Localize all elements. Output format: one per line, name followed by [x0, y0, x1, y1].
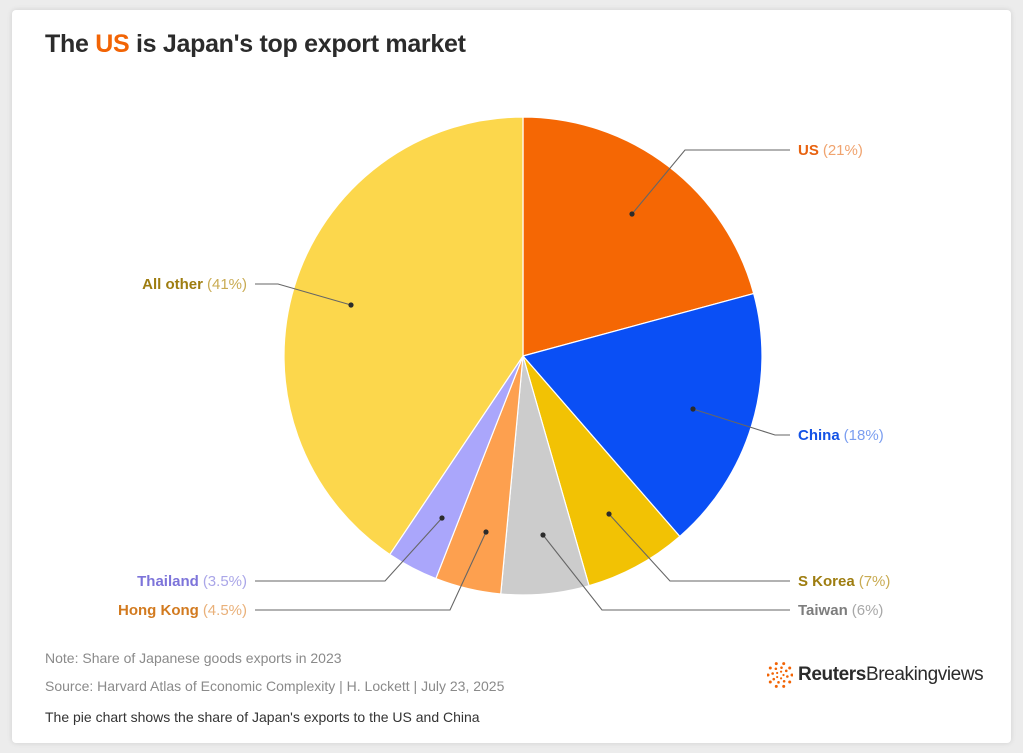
slice-label-name: US: [798, 142, 819, 159]
logo-dot: [788, 666, 792, 670]
logo-dot: [776, 675, 779, 679]
pie-chart: US (21%) China (18%) S Korea (7%) Taiwan (6%) Ho…: [118, 116, 890, 619]
title-before: The: [45, 30, 96, 58]
logo-dot: [777, 681, 780, 684]
logo-dot: [784, 669, 788, 673]
logo-dot: [771, 672, 774, 675]
leader-dot-china: [690, 406, 696, 412]
leader-line-all-other: [255, 283, 352, 306]
title-highlight: US: [95, 30, 130, 58]
slice-label-percent: (7%): [859, 573, 891, 590]
slice-label-taiwan: Taiwan (6%): [798, 602, 883, 619]
slice-label-us: US (21%): [798, 142, 863, 159]
chart-note: Note: Share of Japanese goods exports in…: [45, 650, 342, 666]
chart-source: Source: Harvard Atlas of Economic Comple…: [45, 678, 505, 694]
pie-slice-all-other: [283, 116, 524, 556]
slice-label-percent: (18%): [844, 427, 884, 444]
slice-label-percent: (3.5%): [203, 573, 247, 590]
pie-slice-china: [521, 292, 763, 538]
logo-dot: [774, 662, 778, 666]
slice-label-s-korea: S Korea (7%): [798, 573, 890, 590]
slice-label-name: Taiwan: [798, 602, 848, 619]
logo-dot: [774, 684, 778, 688]
slice-label-percent: (4.5%): [203, 602, 247, 619]
leader-dot-all-other: [348, 302, 354, 308]
logo-dot: [782, 679, 786, 683]
logo-dot: [782, 662, 786, 666]
logo-dot: [772, 677, 776, 681]
logo-dot: [788, 680, 792, 684]
leader-line-hong-kong: [255, 531, 487, 611]
logo-dot: [782, 673, 785, 677]
logo-dot: [780, 666, 783, 669]
brand-logo: Reuters Breakingviews: [767, 662, 984, 688]
logo-dot: [776, 671, 779, 675]
logo-dot: [779, 677, 783, 680]
pie-slice-us: [522, 116, 755, 357]
slice-label-percent: (21%): [823, 142, 863, 159]
leader-line-s-korea: [608, 513, 790, 582]
logo-dot: [768, 680, 772, 684]
slice-label-name: S Korea: [798, 573, 855, 590]
slice-label-name: Hong Kong: [118, 602, 199, 619]
slice-label-thailand: Thailand (3.5%): [137, 573, 247, 590]
slice-label-name: All other: [142, 276, 203, 293]
chart-card: The US is Japan's top export market US (2…: [12, 10, 1011, 743]
brand-name-bold: Reuters: [798, 664, 866, 685]
leader-line-thailand: [255, 517, 443, 582]
reuters-logo-icon: [767, 662, 793, 688]
brand-name-regular: Breakingviews: [865, 664, 984, 685]
leader-dot-thailand: [439, 515, 445, 521]
title-after: is Japan's top export market: [129, 30, 466, 58]
leader-dot-us: [629, 211, 635, 217]
slice-label-china: China (18%): [798, 427, 884, 444]
pie-slice-s-korea: [522, 355, 681, 587]
logo-dot: [768, 666, 772, 670]
leader-line-china: [692, 408, 790, 436]
logo-dot: [779, 670, 783, 673]
chart-caption: The pie chart shows the share of Japan's…: [45, 709, 480, 725]
slice-label-percent: (6%): [852, 602, 884, 619]
leader-dot-taiwan: [540, 532, 546, 538]
leader-dot-s-korea: [606, 511, 612, 517]
chart-title: The US is Japan's top export market: [45, 30, 466, 59]
logo-dot: [767, 673, 770, 677]
leader-dot-hong-kong: [483, 529, 489, 535]
logo-dot: [774, 667, 778, 671]
leader-line-us: [631, 149, 790, 215]
slice-label-name: Thailand: [137, 573, 199, 590]
logo-dot: [786, 675, 789, 678]
slice-label-hong-kong: Hong Kong (4.5%): [118, 602, 247, 619]
leader-line-taiwan: [542, 534, 790, 611]
slice-label-all-other: All other (41%): [142, 276, 247, 293]
slice-label-percent: (41%): [207, 276, 247, 293]
logo-dot: [790, 673, 793, 677]
logo-dot: [782, 684, 786, 688]
slice-label-name: China: [798, 427, 840, 444]
